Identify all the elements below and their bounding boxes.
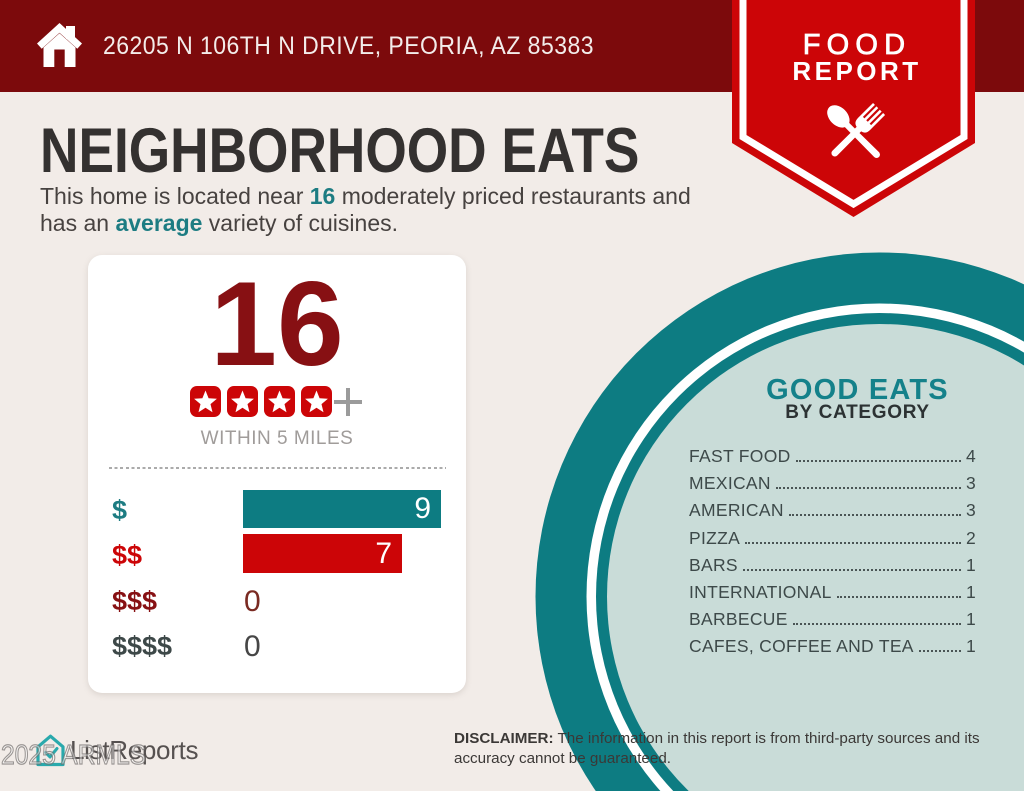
svg-text:REPORT: REPORT <box>792 56 921 86</box>
svg-text:FOOD: FOOD <box>803 29 912 61</box>
